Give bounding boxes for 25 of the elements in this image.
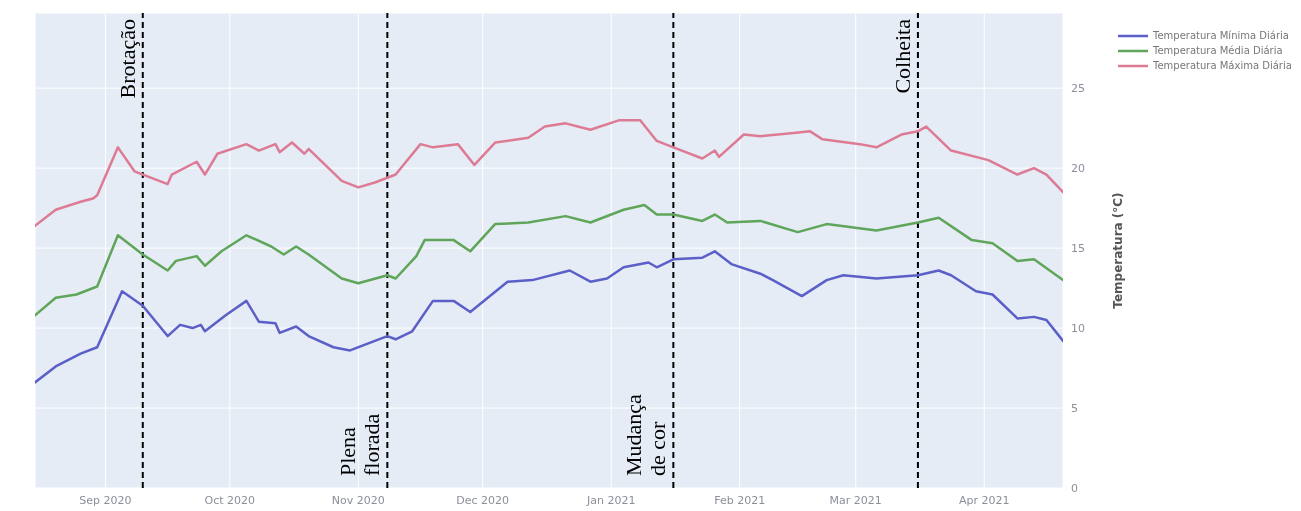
x-tick-label: Dec 2020 bbox=[456, 493, 510, 507]
y-tick-label: 5 bbox=[1071, 401, 1078, 415]
ref-line-label: Mudança de cor bbox=[621, 393, 671, 476]
y-tick-label: 15 bbox=[1071, 242, 1085, 256]
x-tick-label: Sep 2020 bbox=[79, 493, 132, 507]
legend-label: Temperatura Média Diária bbox=[1153, 45, 1283, 56]
y-tick-label: 10 bbox=[1071, 321, 1085, 335]
ref-line-label: Colheita bbox=[889, 18, 915, 94]
x-tick-label: Feb 2021 bbox=[714, 493, 766, 507]
x-tick-label: Jan 2021 bbox=[585, 493, 636, 507]
x-tick-label: Nov 2020 bbox=[331, 493, 385, 507]
ref-line-label: Brotação bbox=[114, 19, 140, 99]
x-tick-label: Apr 2021 bbox=[958, 493, 1010, 507]
line-series bbox=[35, 203, 1063, 317]
y-tick-label: 25 bbox=[1071, 82, 1085, 96]
legend-label: Temperatura Mínima Diária bbox=[1153, 30, 1289, 41]
line-series bbox=[35, 250, 1063, 384]
y-tick-label: 20 bbox=[1071, 162, 1085, 176]
line-series bbox=[35, 118, 1063, 227]
y-axis-title: Temperatura (°C) bbox=[1111, 192, 1126, 309]
x-tick-label: Mar 2021 bbox=[829, 493, 882, 507]
x-tick-label: Oct 2020 bbox=[204, 493, 256, 507]
ref-line-label: Plena florada bbox=[335, 413, 385, 476]
legend-label: Temperatura Máxima Diária bbox=[1153, 60, 1292, 71]
y-tick-label: 0 bbox=[1071, 481, 1078, 495]
